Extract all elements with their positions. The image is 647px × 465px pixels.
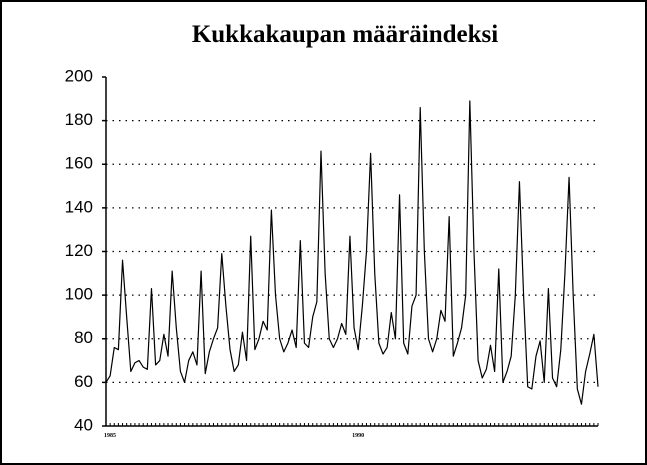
y-tick-label: 80 [74, 328, 93, 347]
y-tick-label: 60 [74, 372, 93, 391]
y-tick-label: 200 [65, 66, 93, 85]
y-tick-label: 40 [74, 415, 93, 434]
y-tick-label: 160 [65, 154, 93, 173]
chart-title: Kukkakaupan määräindeksi [192, 21, 498, 48]
x-tick-label: 1990 [352, 433, 364, 439]
y-tick-label: 100 [65, 285, 93, 304]
data-line [105, 100, 599, 405]
y-tick-label: 140 [65, 197, 93, 216]
y-tick-label: 120 [65, 241, 93, 260]
x-tick-label: 1985 [104, 433, 116, 439]
y-tick-label: 180 [65, 110, 93, 129]
